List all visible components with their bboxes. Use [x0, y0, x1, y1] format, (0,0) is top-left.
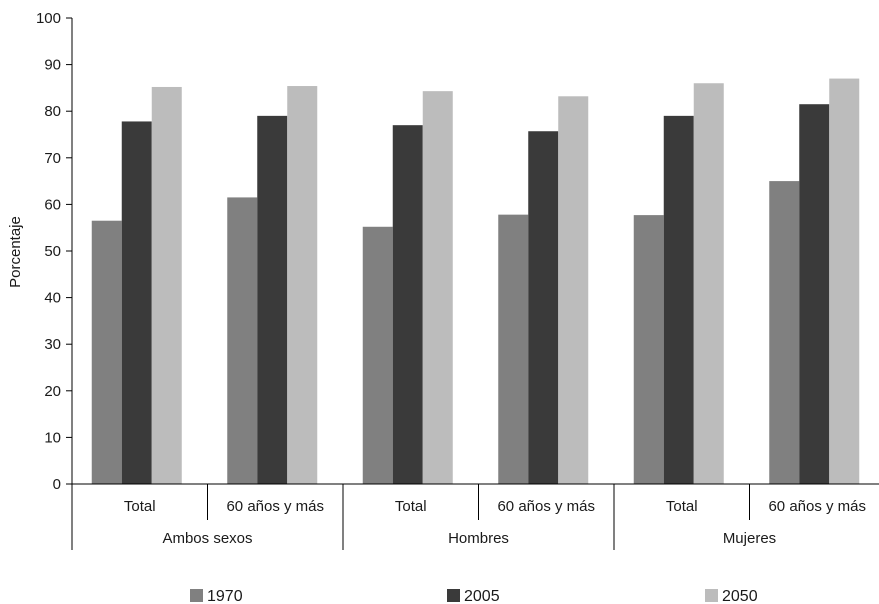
y-tick-label: 70	[44, 150, 61, 167]
bar-2005-3	[528, 131, 559, 484]
bar-1970-1	[227, 197, 258, 484]
bar-1970-4	[633, 215, 664, 485]
legend-swatch	[705, 589, 718, 602]
bar-1970-3	[498, 214, 529, 485]
category-label: 60 años y más	[497, 498, 595, 515]
category-label: 60 años y más	[768, 498, 866, 515]
bar-2005-4	[663, 115, 694, 485]
y-axis: 0 10 20 30 40 50 60 70 80 90 100	[36, 10, 73, 493]
bar-2050-4	[693, 83, 724, 485]
bar-2050-3	[558, 96, 589, 485]
bar-2050-1	[287, 86, 318, 484]
bar-2005-2	[392, 125, 423, 485]
y-axis-title: Porcentaje	[7, 216, 24, 288]
category-label: 60 años y más	[226, 498, 324, 515]
legend: 1970 2005 2050	[190, 588, 758, 604]
bar-2005-1	[257, 115, 288, 485]
legend-swatch	[447, 589, 460, 602]
bar-2050-2	[422, 91, 453, 485]
legend-item-1970: 1970	[190, 588, 243, 604]
bar-1970-5	[769, 181, 800, 484]
legend-label: 2050	[722, 588, 758, 604]
bar-2005-0	[121, 121, 152, 485]
bar-1970-0	[91, 220, 122, 484]
group-label: Mujeres	[723, 530, 776, 547]
bar-2050-5	[829, 78, 860, 484]
y-tick-label: 40	[44, 290, 61, 307]
legend-label: 1970	[207, 588, 243, 604]
legend-swatch	[190, 589, 203, 602]
x-axis: Total 60 años y más Total 60 años y más Tota…	[71, 483, 879, 550]
y-tick-label: 100	[36, 10, 61, 27]
bar-2005-5	[799, 104, 830, 485]
y-tick-label: 60	[44, 196, 61, 213]
y-tick-label: 0	[53, 476, 61, 493]
category-label: Total	[395, 498, 427, 515]
bar-2050-0	[151, 86, 182, 484]
category-label: Total	[124, 498, 156, 515]
y-tick-label: 20	[44, 383, 61, 400]
y-tick-label: 80	[44, 103, 61, 120]
y-tick-label: 90	[44, 57, 61, 74]
legend-item-2005: 2005	[447, 588, 500, 604]
group-label: Hombres	[448, 530, 509, 547]
legend-item-2050: 2050	[705, 588, 758, 604]
y-tick-label: 10	[44, 429, 61, 446]
bars	[91, 78, 860, 485]
bar-1970-2	[362, 226, 393, 484]
y-tick-label: 50	[44, 243, 61, 260]
y-tick-label: 30	[44, 336, 61, 353]
legend-label: 2005	[464, 588, 500, 604]
group-label: Ambos sexos	[162, 530, 252, 547]
category-label: Total	[666, 498, 698, 515]
